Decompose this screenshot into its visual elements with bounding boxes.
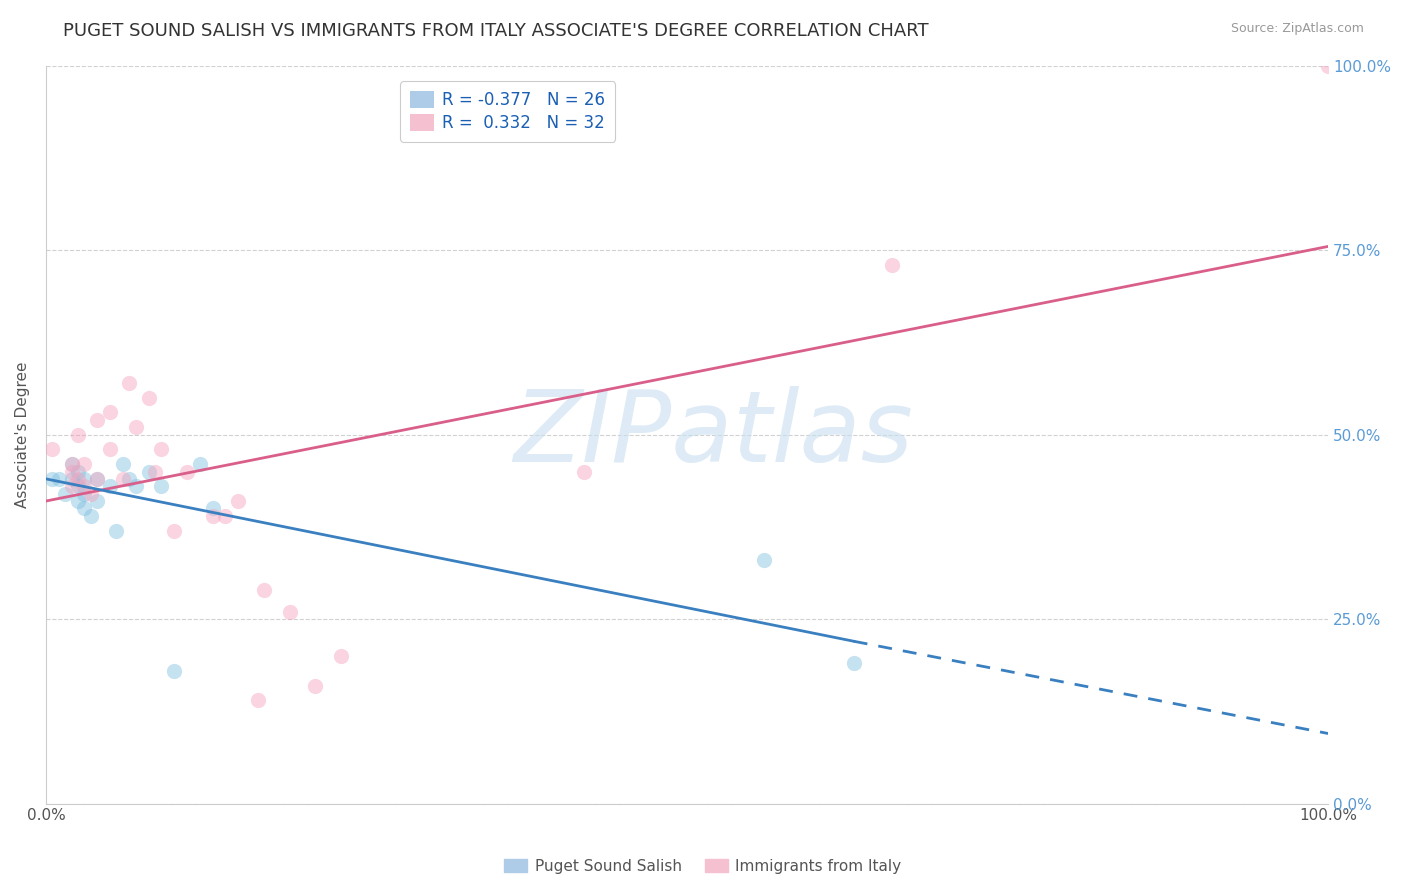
Point bbox=[188, 457, 211, 471]
Text: Source: ZipAtlas.com: Source: ZipAtlas.com bbox=[1230, 22, 1364, 36]
Point bbox=[98, 405, 121, 419]
Point bbox=[842, 657, 865, 671]
Text: ZIPatlas: ZIPatlas bbox=[513, 386, 912, 483]
Point bbox=[226, 494, 249, 508]
Point bbox=[73, 472, 96, 486]
Point bbox=[201, 508, 224, 523]
Point bbox=[73, 457, 96, 471]
Point bbox=[278, 605, 301, 619]
Legend: Puget Sound Salish, Immigrants from Italy: Puget Sound Salish, Immigrants from Ital… bbox=[498, 853, 908, 880]
Point bbox=[246, 693, 269, 707]
Point bbox=[60, 479, 83, 493]
Point bbox=[60, 472, 83, 486]
Point bbox=[118, 472, 141, 486]
Point bbox=[53, 486, 76, 500]
Point bbox=[98, 442, 121, 457]
Point bbox=[73, 501, 96, 516]
Point bbox=[574, 465, 596, 479]
Point bbox=[60, 465, 83, 479]
Point bbox=[60, 457, 83, 471]
Point bbox=[66, 427, 89, 442]
Point bbox=[66, 479, 89, 493]
Point bbox=[86, 472, 108, 486]
Point bbox=[66, 472, 89, 486]
Point bbox=[1317, 59, 1340, 73]
Point bbox=[41, 442, 63, 457]
Point bbox=[752, 553, 775, 567]
Point bbox=[150, 442, 173, 457]
Point bbox=[163, 524, 186, 538]
Point bbox=[80, 508, 103, 523]
Point bbox=[143, 465, 166, 479]
Point bbox=[98, 479, 121, 493]
Point bbox=[125, 420, 148, 434]
Point bbox=[60, 457, 83, 471]
Point bbox=[118, 376, 141, 390]
Point bbox=[105, 524, 128, 538]
Point bbox=[73, 479, 96, 493]
Point bbox=[138, 465, 160, 479]
Point bbox=[48, 472, 70, 486]
Point bbox=[41, 472, 63, 486]
Point bbox=[111, 472, 134, 486]
Point bbox=[329, 648, 352, 663]
Point bbox=[138, 391, 160, 405]
Point bbox=[86, 472, 108, 486]
Point bbox=[86, 494, 108, 508]
Point bbox=[304, 679, 326, 693]
Point bbox=[253, 582, 276, 597]
Y-axis label: Associate's Degree: Associate's Degree bbox=[15, 361, 30, 508]
Text: PUGET SOUND SALISH VS IMMIGRANTS FROM ITALY ASSOCIATE'S DEGREE CORRELATION CHART: PUGET SOUND SALISH VS IMMIGRANTS FROM IT… bbox=[63, 22, 929, 40]
Point bbox=[882, 258, 904, 272]
Point bbox=[125, 479, 148, 493]
Point bbox=[80, 486, 103, 500]
Point bbox=[66, 494, 89, 508]
Point bbox=[163, 664, 186, 678]
Point bbox=[66, 465, 89, 479]
Point bbox=[201, 501, 224, 516]
Point bbox=[150, 479, 173, 493]
Point bbox=[111, 457, 134, 471]
Point bbox=[86, 413, 108, 427]
Point bbox=[73, 486, 96, 500]
Point bbox=[214, 508, 236, 523]
Point bbox=[176, 465, 198, 479]
Legend: R = -0.377   N = 26, R =  0.332   N = 32: R = -0.377 N = 26, R = 0.332 N = 32 bbox=[401, 81, 614, 142]
